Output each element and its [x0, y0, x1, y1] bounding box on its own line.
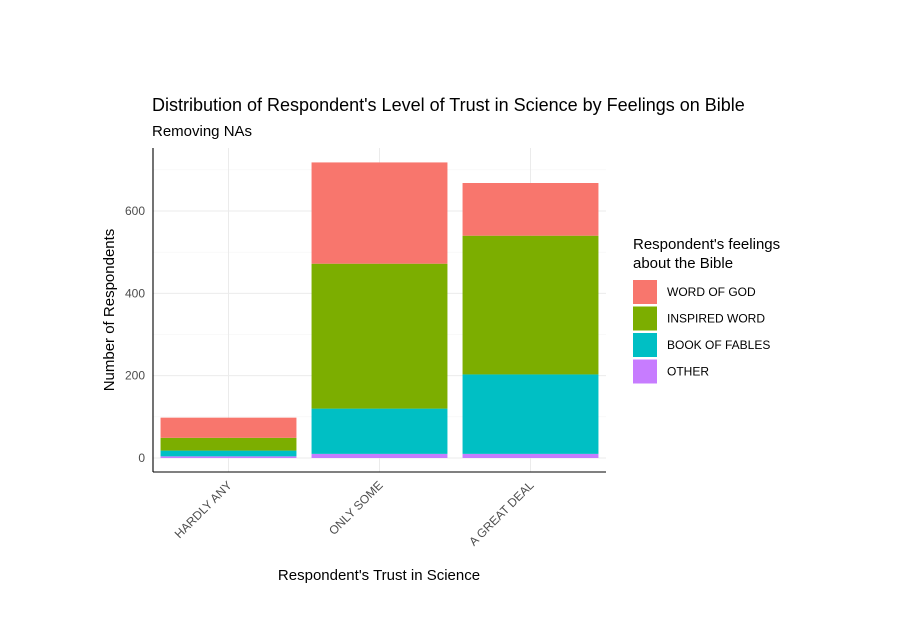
bar-word-of-god-hardly-any [160, 417, 297, 438]
bar-book-of-fables-hardly-any [160, 450, 297, 457]
legend-title-line-1: Respondent's feelings [633, 236, 780, 253]
bars [160, 162, 599, 458]
legend-swatch [633, 359, 657, 384]
chart-subtitle: Removing NAs [152, 123, 252, 140]
legend-items: WORD OF GOD INSPIRED WORD BOOK OF FABLES OT… [633, 280, 770, 384]
bar-inspired-word-only-some [311, 263, 448, 409]
legend-label: OTHER [667, 365, 709, 379]
x-tick-label: A GREAT DEAL [466, 478, 537, 549]
bar-inspired-word-a-great-deal [462, 235, 599, 375]
legend-swatch [633, 280, 657, 304]
legend-swatch [633, 306, 657, 331]
y-tick-label: 0 [138, 451, 145, 465]
legend-swatch [633, 333, 657, 357]
y-tick-label: 600 [125, 204, 145, 218]
bar-other-hardly-any [160, 456, 297, 458]
legend-label: INSPIRED WORD [667, 312, 765, 326]
x-tick-label: ONLY SOME [326, 478, 386, 538]
bar-book-of-fables-only-some [311, 408, 448, 454]
x-tick-labels: HARDLY ANY ONLY SOME A GREAT DEAL [172, 478, 537, 549]
legend-title-line-2: about the Bible [633, 255, 733, 272]
y-tick-label: 200 [125, 369, 145, 383]
legend-label: BOOK OF FABLES [667, 338, 770, 352]
x-tick-label: HARDLY ANY [172, 478, 235, 541]
bar-word-of-god-a-great-deal [462, 183, 599, 236]
bar-word-of-god-only-some [311, 162, 448, 264]
bar-book-of-fables-a-great-deal [462, 374, 599, 454]
legend: Respondent's feelings about the Bible WO… [633, 236, 780, 384]
bar-other-a-great-deal [462, 453, 599, 458]
legend-label: WORD OF GOD [667, 285, 756, 299]
y-tick-labels: 0 200 400 600 [125, 204, 145, 465]
x-axis-title: Respondent's Trust in Science [278, 567, 480, 584]
y-axis-title: Number of Respondents [101, 229, 118, 392]
bar-inspired-word-hardly-any [160, 437, 297, 451]
y-tick-label: 400 [125, 286, 145, 300]
axes [152, 148, 606, 473]
bar-other-only-some [311, 453, 448, 458]
chart-title: Distribution of Respondent's Level of Tr… [152, 95, 745, 115]
